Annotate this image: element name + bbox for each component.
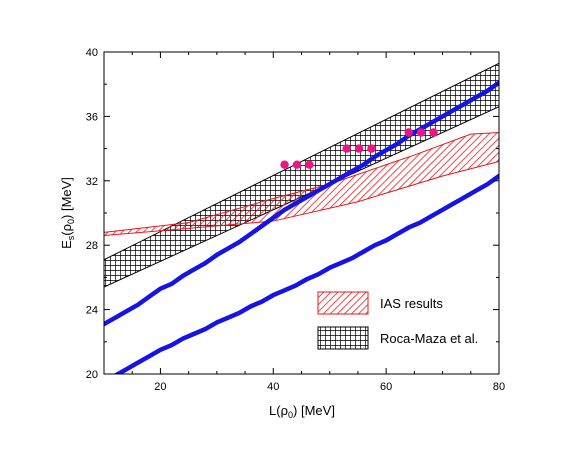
data-point-1 [280,160,289,169]
legend-swatch-ias [317,291,369,315]
y-tick-label: 20 [86,369,98,381]
y-tick-label: 36 [86,111,98,123]
x-tick-label: 40 [267,381,279,393]
series-line-1 [104,80,499,327]
x-tick-label: 60 [380,381,392,393]
data-point-4 [342,144,351,153]
y-axis-label: Es(ρ0) [MeV] [59,177,76,249]
data-point-2 [292,160,302,169]
legend-label-roca-maza: Roca-Maza et al. [380,331,478,346]
series-line-2 [113,173,499,374]
x-tick-label: 80 [493,381,505,393]
data-point-3 [305,160,314,169]
data-point-8 [416,128,426,137]
x-axis-label: L(ρ0) [MeV] [269,403,335,420]
y-tick-label: 40 [86,47,98,59]
legend-swatch-roca-maza [317,326,369,350]
data-point-9 [429,128,438,137]
band-roca-maza [104,62,499,288]
y-tick-label: 32 [86,176,98,188]
band-ias [104,131,499,237]
data-point-6 [367,144,376,153]
y-tick-label: 24 [86,305,98,317]
legend: IAS results Roca-Maza et al. [317,291,478,350]
y-tick-label: 28 [86,240,98,252]
data-point-5 [354,144,364,153]
x-tick-label: 20 [154,381,166,393]
legend-label-ias: IAS results [380,296,443,311]
data-point-7 [404,128,413,137]
